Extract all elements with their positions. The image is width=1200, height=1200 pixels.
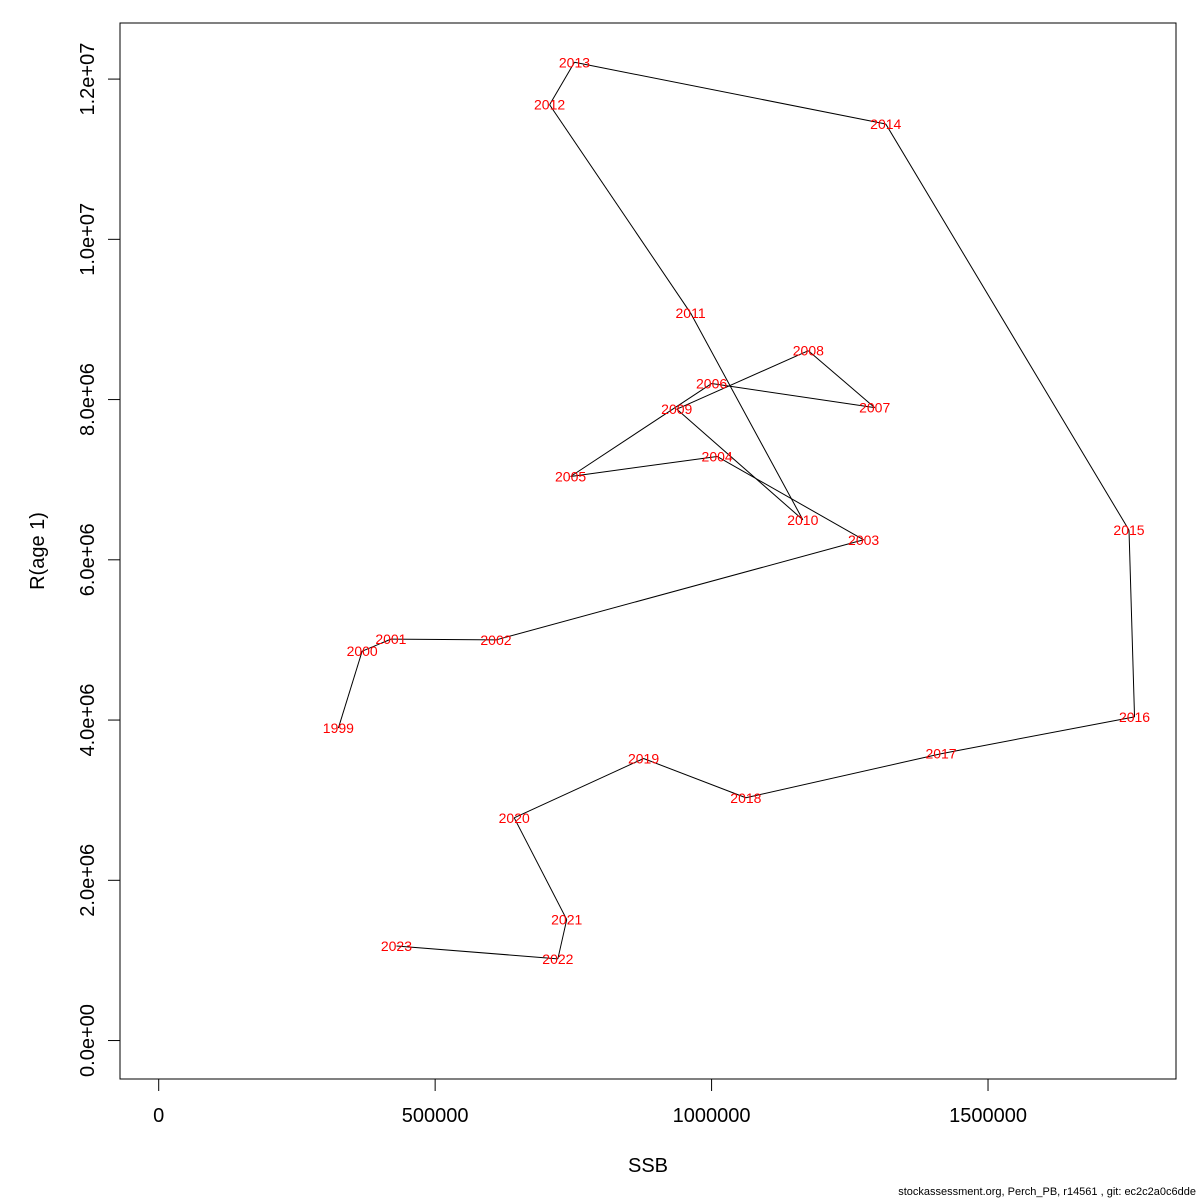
x-axis: 0 500000 1000000 1500000 [153, 1078, 1027, 1127]
series-segment [885, 123, 1130, 531]
x-tick-label: 500000 [402, 1105, 469, 1127]
point-label-2017: 2017 [925, 746, 956, 762]
point-label-2001: 2001 [375, 631, 406, 647]
series-segment [361, 638, 392, 652]
point-label-2014: 2014 [870, 116, 901, 132]
series-segment [513, 758, 644, 819]
point-label-2006: 2006 [696, 376, 727, 392]
x-tick-label: 0 [153, 1105, 164, 1127]
series-segment [570, 383, 712, 477]
point-label-1999: 1999 [323, 720, 354, 736]
point-label-2008: 2008 [793, 343, 824, 359]
point-label-2019: 2019 [628, 751, 659, 767]
series-segment [716, 456, 864, 541]
point-label-2021: 2021 [551, 912, 582, 928]
y-axis-title: R(age 1) [27, 512, 49, 590]
point-label-2022: 2022 [542, 951, 573, 967]
series-line [337, 61, 1136, 960]
point-label-2002: 2002 [480, 632, 511, 648]
series-segment [557, 919, 568, 959]
point-label-2000: 2000 [347, 643, 378, 659]
series-segment [396, 945, 558, 960]
y-tick-label: 8.0e+06 [77, 363, 99, 436]
series-segment [390, 638, 496, 641]
series-segment [940, 716, 1135, 755]
point-label-2023: 2023 [381, 938, 412, 954]
series-segment [513, 817, 568, 920]
point-label-2012: 2012 [534, 97, 565, 113]
point-label-2016: 2016 [1119, 709, 1150, 725]
footer-credit: stockassessment.org, Perch_PB, r14561 , … [898, 1186, 1196, 1198]
series-segment [808, 350, 876, 408]
point-label-2010: 2010 [787, 512, 818, 528]
series-segment [337, 651, 363, 729]
series-segment [711, 383, 875, 409]
x-axis-title: SSB [628, 1155, 668, 1177]
x-tick-label: 1000000 [673, 1105, 751, 1127]
series-segment [643, 758, 747, 799]
point-label-2007: 2007 [859, 400, 890, 416]
point-label-2004: 2004 [702, 448, 733, 464]
series-segment [570, 455, 718, 477]
y-tick-label: 2.0e+06 [77, 844, 99, 917]
series-segment [1128, 530, 1136, 717]
y-tick-label: 4.0e+06 [77, 684, 99, 757]
point-label-2018: 2018 [730, 790, 761, 806]
series-segment [549, 62, 575, 105]
plot-frame [119, 22, 1177, 1080]
series-segment [676, 350, 809, 410]
y-axis: 0.0e+00 2.0e+06 4.0e+06 6.0e+06 8.0e+06 1.0e+… [77, 43, 121, 1077]
point-label-2003: 2003 [848, 532, 879, 548]
series-segment [495, 539, 864, 641]
series-segment [745, 753, 942, 799]
y-tick-label: 1.2e+07 [77, 43, 99, 116]
series-segment [574, 61, 886, 125]
point-label-2013: 2013 [559, 54, 590, 70]
y-tick-label: 1.0e+07 [77, 203, 99, 276]
point-label-2020: 2020 [499, 810, 530, 826]
point-label-2009: 2009 [661, 401, 692, 417]
series-segment [690, 312, 804, 520]
point-label-2005: 2005 [555, 468, 586, 484]
point-label-2015: 2015 [1113, 522, 1144, 538]
series-segment [676, 408, 804, 521]
point-label-2011: 2011 [676, 305, 706, 321]
y-tick-label: 0.0e+00 [77, 1004, 99, 1077]
series-segment [549, 104, 691, 314]
x-tick-label: 1500000 [949, 1105, 1027, 1127]
y-tick-label: 6.0e+06 [77, 523, 99, 596]
